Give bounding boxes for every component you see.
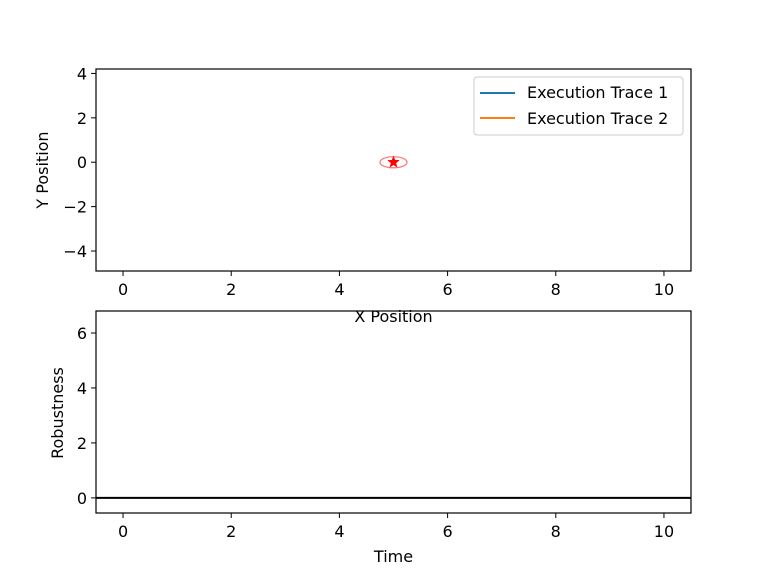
trajectory-ytick-label: 0	[77, 153, 87, 172]
trajectory-ytick-label: 2	[77, 109, 87, 128]
robustness-plot: 0 2 4 6 8 10 0 2 4 6 Time Robustness	[48, 310, 692, 566]
legend: Execution Trace 1 Execution Trace 2	[473, 76, 684, 136]
legend-label-trace-2: Execution Trace 2	[527, 109, 668, 128]
trajectory-plot: 0 2 4 6 8 10 −4 −2 0 2 4 X Position Y Position Exe…	[33, 64, 692, 326]
trajectory-ytick-label: −4	[63, 242, 87, 261]
trajectory-xtick-label: 6	[442, 280, 452, 299]
robustness-ytick-label: 0	[77, 489, 87, 508]
trajectory-xtick-label: 2	[226, 280, 236, 299]
robustness-ylabel: Robustness	[48, 367, 67, 459]
trajectory-xtick-label: 10	[654, 280, 674, 299]
robustness-xtick-label: 10	[654, 522, 674, 541]
trajectory-ytick-label: 4	[77, 64, 87, 83]
trajectory-xtick-label: 4	[334, 280, 344, 299]
robustness-ytick-label: 6	[77, 324, 87, 343]
legend-box	[473, 76, 684, 136]
trajectory-xtick-label: 8	[551, 280, 561, 299]
trajectory-ylabel: Y Position	[33, 131, 52, 209]
trajectory-xtick-label: 0	[118, 280, 128, 299]
robustness-xtick-label: 4	[334, 522, 344, 541]
legend-label-trace-1: Execution Trace 1	[527, 83, 668, 102]
goal-star-marker	[387, 155, 400, 168]
goal-region-ellipse	[379, 156, 408, 169]
robustness-xlabel: Time	[373, 547, 413, 566]
robustness-xtick-label: 0	[118, 522, 128, 541]
robustness-ytick-label: 2	[77, 434, 87, 453]
robustness-ytick-label: 4	[77, 379, 87, 398]
robustness-xtick-label: 2	[226, 522, 236, 541]
robustness-xtick-label: 8	[551, 522, 561, 541]
robustness-xtick-label: 6	[442, 522, 452, 541]
robustness-plot-frame	[95, 310, 692, 514]
trajectory-xlabel: X Position	[354, 307, 432, 326]
trajectory-ytick-label: −2	[63, 198, 87, 217]
trajectory-plot-frame	[95, 68, 692, 272]
